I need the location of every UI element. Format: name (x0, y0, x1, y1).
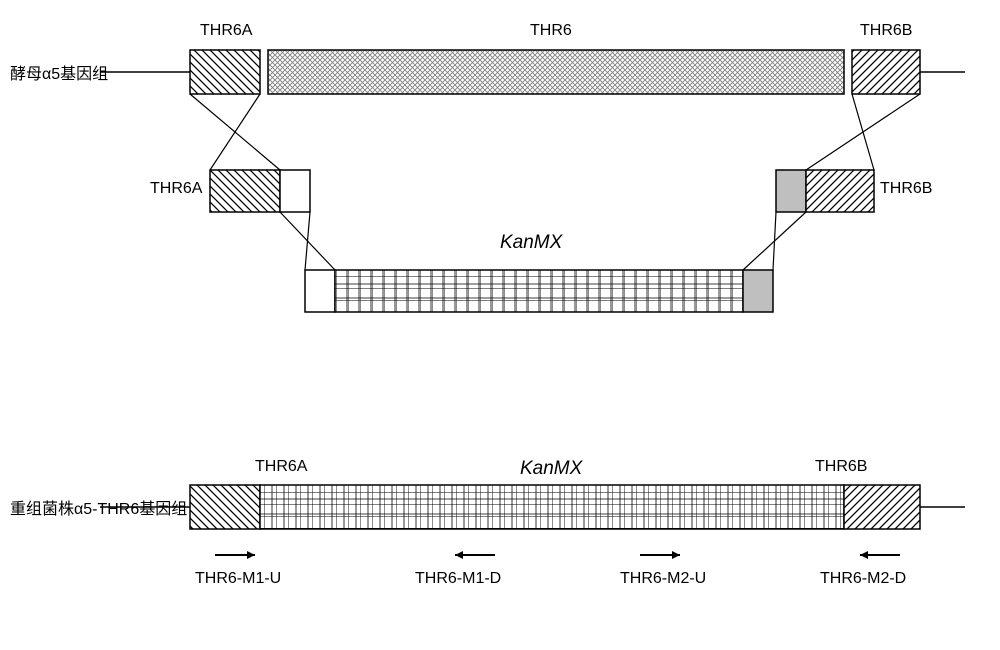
thr6b-box-r1 (852, 50, 920, 94)
kanmx-box-r4 (260, 485, 844, 529)
grey-overlap-r2 (776, 170, 806, 212)
primer-arrows (215, 551, 900, 559)
diagram-canvas: 酵母α5基因组 重组菌株α5-THR6基因组 THR6A THR6 THR6B … (0, 0, 1000, 650)
thr6a-box-r1 (190, 50, 260, 94)
thr6a-box-r4 (190, 485, 260, 529)
white-overlap-r3 (305, 270, 335, 312)
thr6a-box-r2 (210, 170, 280, 212)
thr6b-box-r2 (806, 170, 874, 212)
grey-overlap-r3 (743, 270, 773, 312)
white-overlap-r2 (280, 170, 310, 212)
diagram-svg (0, 0, 1000, 650)
thr6-box-r1 (268, 50, 844, 94)
thr6b-box-r4 (844, 485, 920, 529)
